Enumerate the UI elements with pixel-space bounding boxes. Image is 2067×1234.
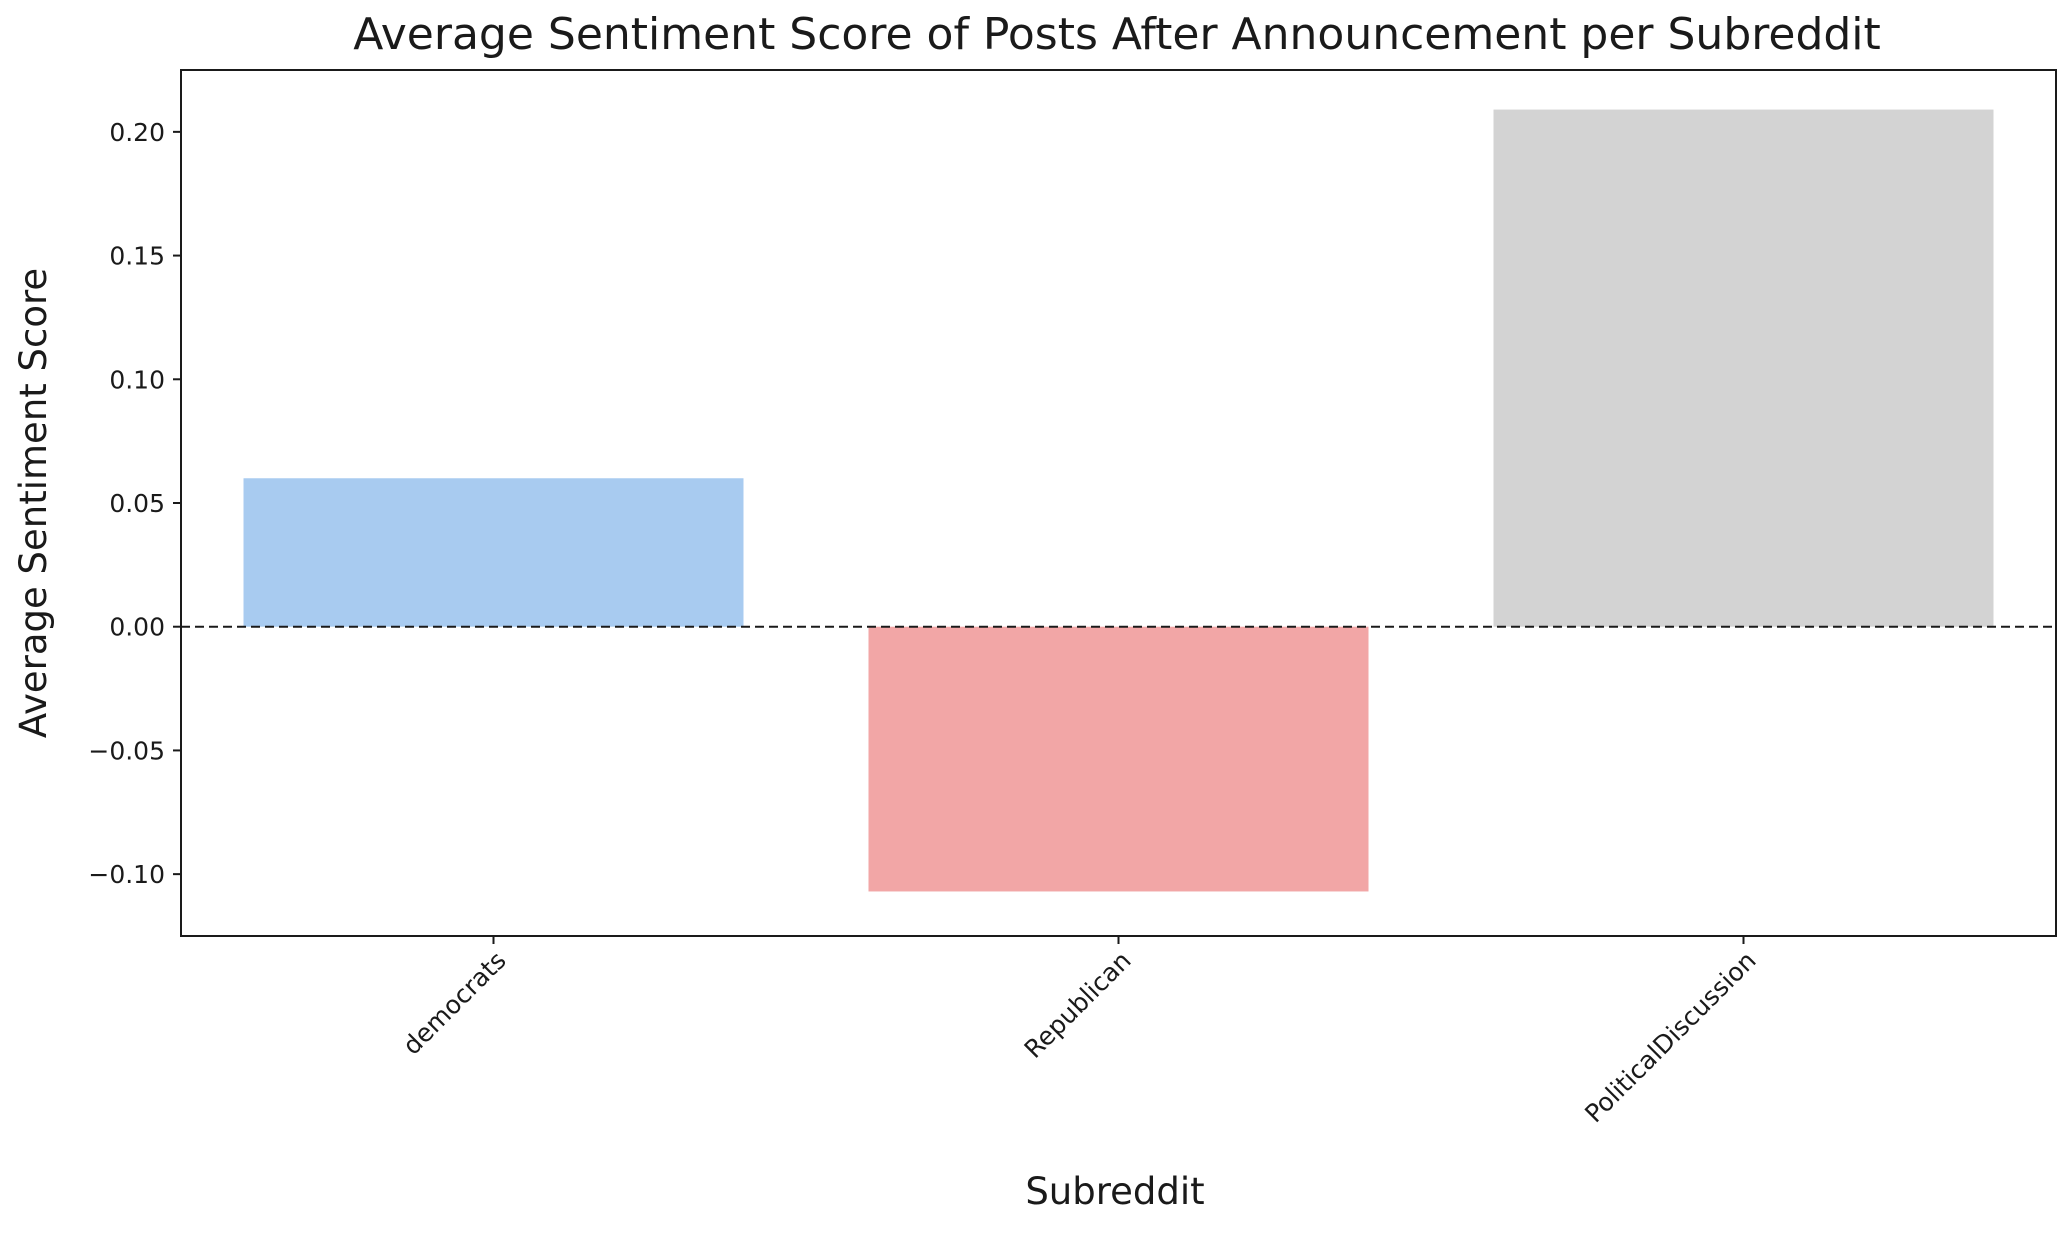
x-tick-label: PoliticalDiscussion	[1579, 946, 1761, 1128]
bar-republican	[868, 626, 1369, 892]
y-tick-label: −0.05	[88, 736, 165, 765]
y-tick-label: 0.15	[109, 242, 165, 271]
x-axis-label: Subreddit	[1025, 1170, 1204, 1213]
y-tick-label: −0.10	[88, 860, 165, 889]
x-tick-label: democrats	[397, 946, 512, 1061]
plot-area: −0.10 −0.05 0.00 0.05 0.10 0.15 0.20 democrats R…	[88, 69, 2057, 1128]
y-tick-label: 0.00	[109, 613, 165, 642]
chart-title: Average Sentiment Score of Posts After A…	[353, 9, 1881, 60]
y-tick-label: 0.10	[109, 365, 165, 394]
y-tick-label: 0.20	[109, 118, 165, 147]
y-tick-label: 0.05	[109, 489, 165, 518]
bar-politicaldiscussion	[1493, 109, 1994, 627]
x-tick-label: Republican	[1019, 946, 1137, 1064]
y-axis-label: Average Sentiment Score	[12, 268, 55, 738]
bar-democrats	[243, 478, 744, 627]
